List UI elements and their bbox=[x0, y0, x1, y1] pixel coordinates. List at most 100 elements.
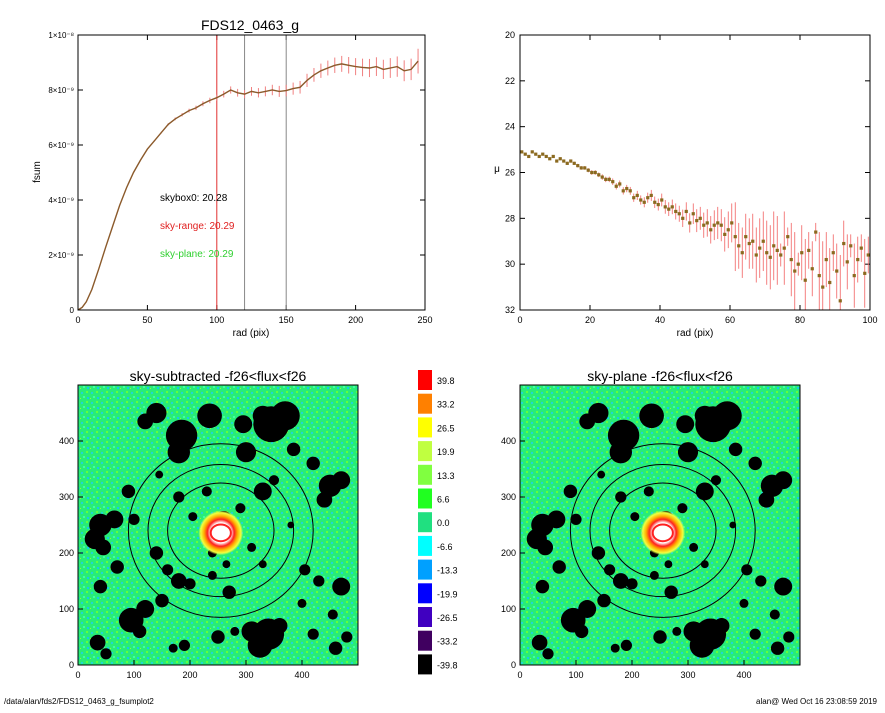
x-tick-label: 0 bbox=[75, 315, 80, 325]
x-tick-label: 100 bbox=[126, 670, 141, 680]
source-mask bbox=[570, 513, 582, 526]
aperture-ellipse bbox=[569, 443, 756, 618]
colorbar-label: 39.8 bbox=[437, 376, 455, 386]
data-point bbox=[611, 180, 615, 184]
data-point bbox=[600, 175, 604, 179]
data-point bbox=[758, 246, 762, 250]
source-mask bbox=[579, 413, 596, 430]
source-mask bbox=[739, 598, 749, 608]
data-point bbox=[814, 230, 818, 234]
data-point bbox=[866, 253, 870, 257]
source-mask bbox=[121, 484, 136, 499]
sky-subtracted-panel: sky-subtracted -f26<flux<f26 0 100 200 300 4… bbox=[59, 368, 359, 680]
image-title: sky-plane -f26<flux<f26 bbox=[587, 368, 733, 384]
source-mask bbox=[535, 579, 550, 594]
source-mask bbox=[95, 539, 112, 556]
annotation-sky-plane: sky-plane: 20.29 bbox=[160, 249, 234, 260]
data-point bbox=[576, 164, 580, 168]
y-tick-label: 1×10⁻⁸ bbox=[48, 31, 74, 40]
annotation-sky-range: sky-range: 20.29 bbox=[160, 221, 235, 232]
data-point bbox=[548, 157, 552, 161]
x-tick-label: 300 bbox=[238, 670, 253, 680]
data-point bbox=[838, 299, 842, 303]
source-mask bbox=[316, 491, 333, 508]
source-mask bbox=[563, 484, 578, 499]
y-tick-label: 28 bbox=[505, 213, 515, 223]
data-point bbox=[796, 262, 800, 266]
data-point bbox=[730, 221, 734, 225]
data-point bbox=[821, 285, 825, 289]
source-mask bbox=[770, 641, 785, 655]
source-mask bbox=[234, 415, 253, 434]
image-frame bbox=[77, 384, 359, 666]
data-point bbox=[803, 278, 807, 282]
source-mask bbox=[184, 578, 196, 590]
source-mask bbox=[287, 521, 295, 529]
data-point bbox=[733, 235, 737, 239]
source-mask bbox=[132, 624, 147, 639]
plot-frame bbox=[77, 34, 426, 311]
x-tick-label: 0 bbox=[517, 315, 522, 325]
source-mask bbox=[211, 630, 225, 644]
source-mask bbox=[728, 442, 743, 457]
data-point bbox=[555, 159, 559, 163]
source-mask bbox=[604, 564, 616, 576]
source-mask bbox=[695, 482, 714, 501]
x-tick-label: 40 bbox=[655, 315, 665, 325]
colorbar-swatch bbox=[418, 607, 432, 627]
colorbar-swatch bbox=[418, 417, 432, 438]
data-point bbox=[716, 221, 720, 225]
source-mask bbox=[712, 401, 742, 431]
source-mask bbox=[630, 512, 640, 522]
data-point bbox=[593, 170, 597, 175]
source-mask bbox=[612, 573, 629, 589]
colorbar-label: 33.2 bbox=[437, 400, 455, 410]
source-mask bbox=[774, 471, 793, 490]
data-point bbox=[677, 212, 681, 216]
data-point bbox=[782, 246, 786, 250]
source-mask bbox=[253, 482, 272, 501]
aperture-ellipse bbox=[589, 464, 737, 598]
data-point bbox=[639, 198, 643, 202]
y-tick-label: 6×10⁻⁹ bbox=[48, 141, 74, 150]
data-point bbox=[789, 257, 793, 262]
source-mask bbox=[713, 617, 730, 634]
source-mask bbox=[710, 475, 722, 486]
x-tick-label: 60 bbox=[725, 315, 735, 325]
data-point bbox=[709, 228, 713, 232]
y-tick-label: 300 bbox=[59, 492, 74, 502]
colorbar-label: -39.8 bbox=[437, 660, 458, 670]
y-tick-label: 200 bbox=[59, 548, 74, 558]
data-point bbox=[698, 216, 702, 220]
y-axis-label: fsum bbox=[32, 161, 43, 183]
source-mask bbox=[626, 578, 638, 590]
source-mask bbox=[247, 633, 273, 658]
y-tick-label: 22 bbox=[505, 76, 515, 86]
source-mask bbox=[748, 456, 762, 471]
x-tick-label: 300 bbox=[680, 670, 695, 680]
source-mask bbox=[677, 442, 699, 463]
source-mask bbox=[677, 503, 688, 514]
colorbar-label: -19.9 bbox=[437, 589, 458, 599]
source-mask bbox=[676, 415, 695, 434]
data-point bbox=[537, 154, 541, 159]
y-tick-label: 100 bbox=[59, 604, 74, 614]
colorbar-swatch bbox=[418, 535, 432, 556]
data-point bbox=[772, 244, 776, 248]
data-point bbox=[684, 209, 688, 214]
source-mask bbox=[755, 575, 767, 587]
source-mask bbox=[155, 593, 169, 608]
source-mask bbox=[332, 577, 351, 596]
source-mask bbox=[252, 405, 273, 426]
data-point bbox=[856, 257, 860, 262]
data-point bbox=[667, 207, 671, 211]
source-mask bbox=[178, 639, 190, 652]
x-tick-label: 80 bbox=[795, 315, 805, 325]
source-mask bbox=[537, 539, 554, 556]
data-point bbox=[590, 170, 594, 175]
source-mask bbox=[170, 573, 187, 589]
data-point bbox=[688, 221, 692, 225]
data-point bbox=[726, 228, 730, 232]
x-tick-label: 200 bbox=[348, 315, 363, 325]
y-tick-label: 0 bbox=[69, 660, 74, 670]
